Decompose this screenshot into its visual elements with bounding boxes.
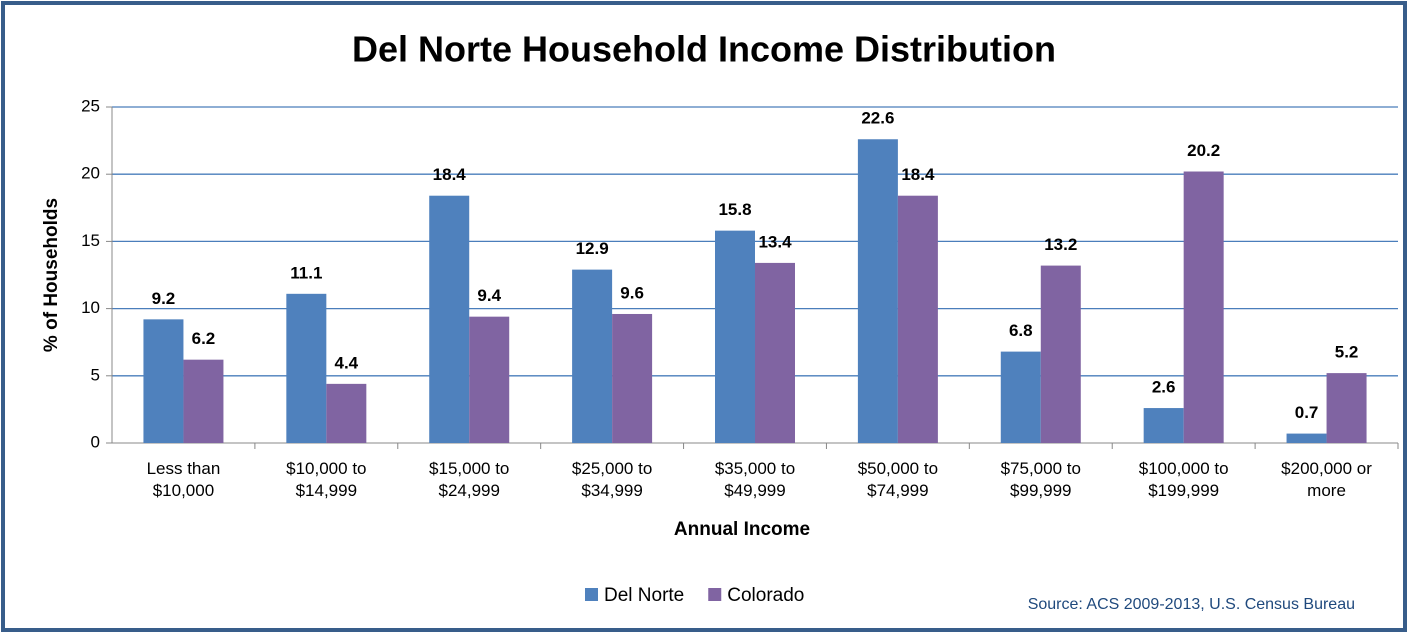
x-tick-label: $10,000 to $14,999 bbox=[286, 459, 367, 500]
x-tick-label: Less than $10,000 bbox=[146, 459, 221, 500]
x-tick-label: $75,000 to $99,999 bbox=[1000, 459, 1081, 500]
legend-label: Colorado bbox=[727, 585, 804, 606]
data-label: 2.6 bbox=[1152, 378, 1176, 397]
data-label: 0.7 bbox=[1295, 403, 1319, 422]
y-tick-label: 25 bbox=[81, 96, 100, 115]
data-label: 6.2 bbox=[192, 329, 216, 348]
data-label: 15.8 bbox=[718, 200, 751, 219]
bar bbox=[715, 230, 755, 443]
bar bbox=[572, 269, 613, 443]
bar bbox=[143, 319, 184, 443]
y-tick-label: 10 bbox=[81, 298, 100, 317]
x-tick-label: $200,000 or more bbox=[1281, 459, 1372, 500]
bar bbox=[429, 195, 470, 443]
bar bbox=[857, 139, 898, 444]
bar bbox=[469, 316, 510, 443]
x-tick-label: $50,000 to $74,999 bbox=[857, 459, 939, 500]
y-tick-label: 5 bbox=[91, 365, 100, 384]
data-label: 18.4 bbox=[901, 165, 935, 184]
bar bbox=[1286, 433, 1327, 443]
x-axis-title: Annual Income bbox=[674, 519, 810, 540]
data-label: 5.2 bbox=[1335, 343, 1359, 362]
bar bbox=[1326, 373, 1367, 443]
x-tick-label: $15,000 to $24,999 bbox=[429, 459, 510, 500]
legend-label: Del Norte bbox=[604, 585, 684, 606]
bar bbox=[1183, 171, 1224, 443]
x-tick-label: $35,000 to $49,999 bbox=[714, 459, 796, 500]
data-label: 9.2 bbox=[152, 289, 176, 308]
bar bbox=[286, 293, 327, 443]
y-axis-title: % of Households bbox=[41, 198, 62, 352]
y-tick-label: 20 bbox=[81, 164, 100, 183]
y-tick-label: 0 bbox=[91, 432, 100, 451]
y-tick-label: 15 bbox=[81, 231, 100, 250]
legend-swatch bbox=[708, 588, 722, 601]
bar bbox=[755, 262, 795, 443]
data-label: 18.4 bbox=[433, 165, 467, 184]
chart-title: Del Norte Household Income Distribution bbox=[352, 29, 1056, 70]
bar bbox=[1000, 351, 1041, 443]
legend-swatch bbox=[585, 588, 598, 601]
bar bbox=[897, 195, 938, 443]
data-label: 13.2 bbox=[1044, 235, 1077, 254]
x-tick-label: $25,000 to $34,999 bbox=[571, 459, 653, 500]
data-label: 13.4 bbox=[758, 232, 792, 251]
bar bbox=[326, 383, 367, 443]
data-label: 9.6 bbox=[620, 283, 644, 302]
bar bbox=[1040, 265, 1081, 443]
data-label: 6.8 bbox=[1009, 321, 1033, 340]
source: Source: ACS 2009-2013, U.S. Census Burea… bbox=[1028, 596, 1355, 613]
data-label: 20.2 bbox=[1187, 141, 1220, 160]
data-label: 12.9 bbox=[576, 239, 609, 258]
data-label: 22.6 bbox=[861, 109, 894, 128]
data-label: 4.4 bbox=[335, 353, 359, 372]
x-tick-label: $100,000 to $199,999 bbox=[1138, 459, 1229, 500]
data-label: 11.1 bbox=[290, 263, 322, 282]
bar bbox=[183, 359, 224, 443]
data-label: 9.4 bbox=[477, 286, 501, 305]
bar bbox=[1143, 408, 1184, 443]
bar bbox=[612, 313, 653, 443]
